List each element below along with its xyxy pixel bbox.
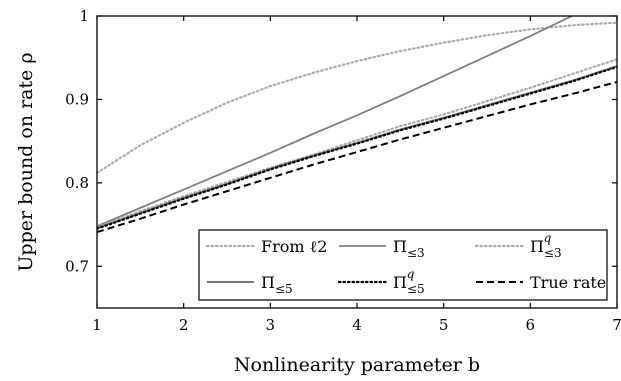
series-line-from-2 [97,21,617,174]
x-tick-label: 2 [179,316,189,334]
y-tick-label: 1 [79,7,89,25]
legend-box [198,229,608,301]
legend-label: True rate [530,273,606,292]
x-tick-label: 3 [266,316,276,334]
x-axis: 1 2 3 4 5 6 7 [92,16,621,334]
y-tick-label: 0.9 [65,90,89,108]
y-tick-label: 0.7 [65,257,89,275]
x-tick-label: 1 [92,316,102,334]
curves-group [97,16,617,234]
legend-label: Π≤3 [393,237,425,260]
series-line-3 [97,16,575,228]
x-tick-label: 5 [439,316,449,334]
series-line-true-rate [97,80,617,234]
x-tick-label: 6 [526,316,536,334]
y-tick-label: 0.8 [65,174,89,192]
legend-label: Π≤5q [393,267,425,296]
y-axis: 0.7 0.8 0.9 1 [65,7,617,275]
legend-label: Π≤5 [261,273,293,296]
legend-label: From ℓ2 [261,237,327,256]
x-tick-label: 7 [612,316,621,334]
legend: From ℓ2 Π≤3 Π≤3q Π≤5 Π≤5q True rate [198,229,608,301]
legend-label: Π≤3q [530,231,562,260]
x-axis-label: Nonlinearity parameter b [234,354,480,376]
series-line-3-q [97,58,617,229]
series-line-5-q [97,65,617,230]
x-tick-label: 4 [352,316,362,334]
y-axis-label: Upper bound on rate ρ [15,52,37,271]
